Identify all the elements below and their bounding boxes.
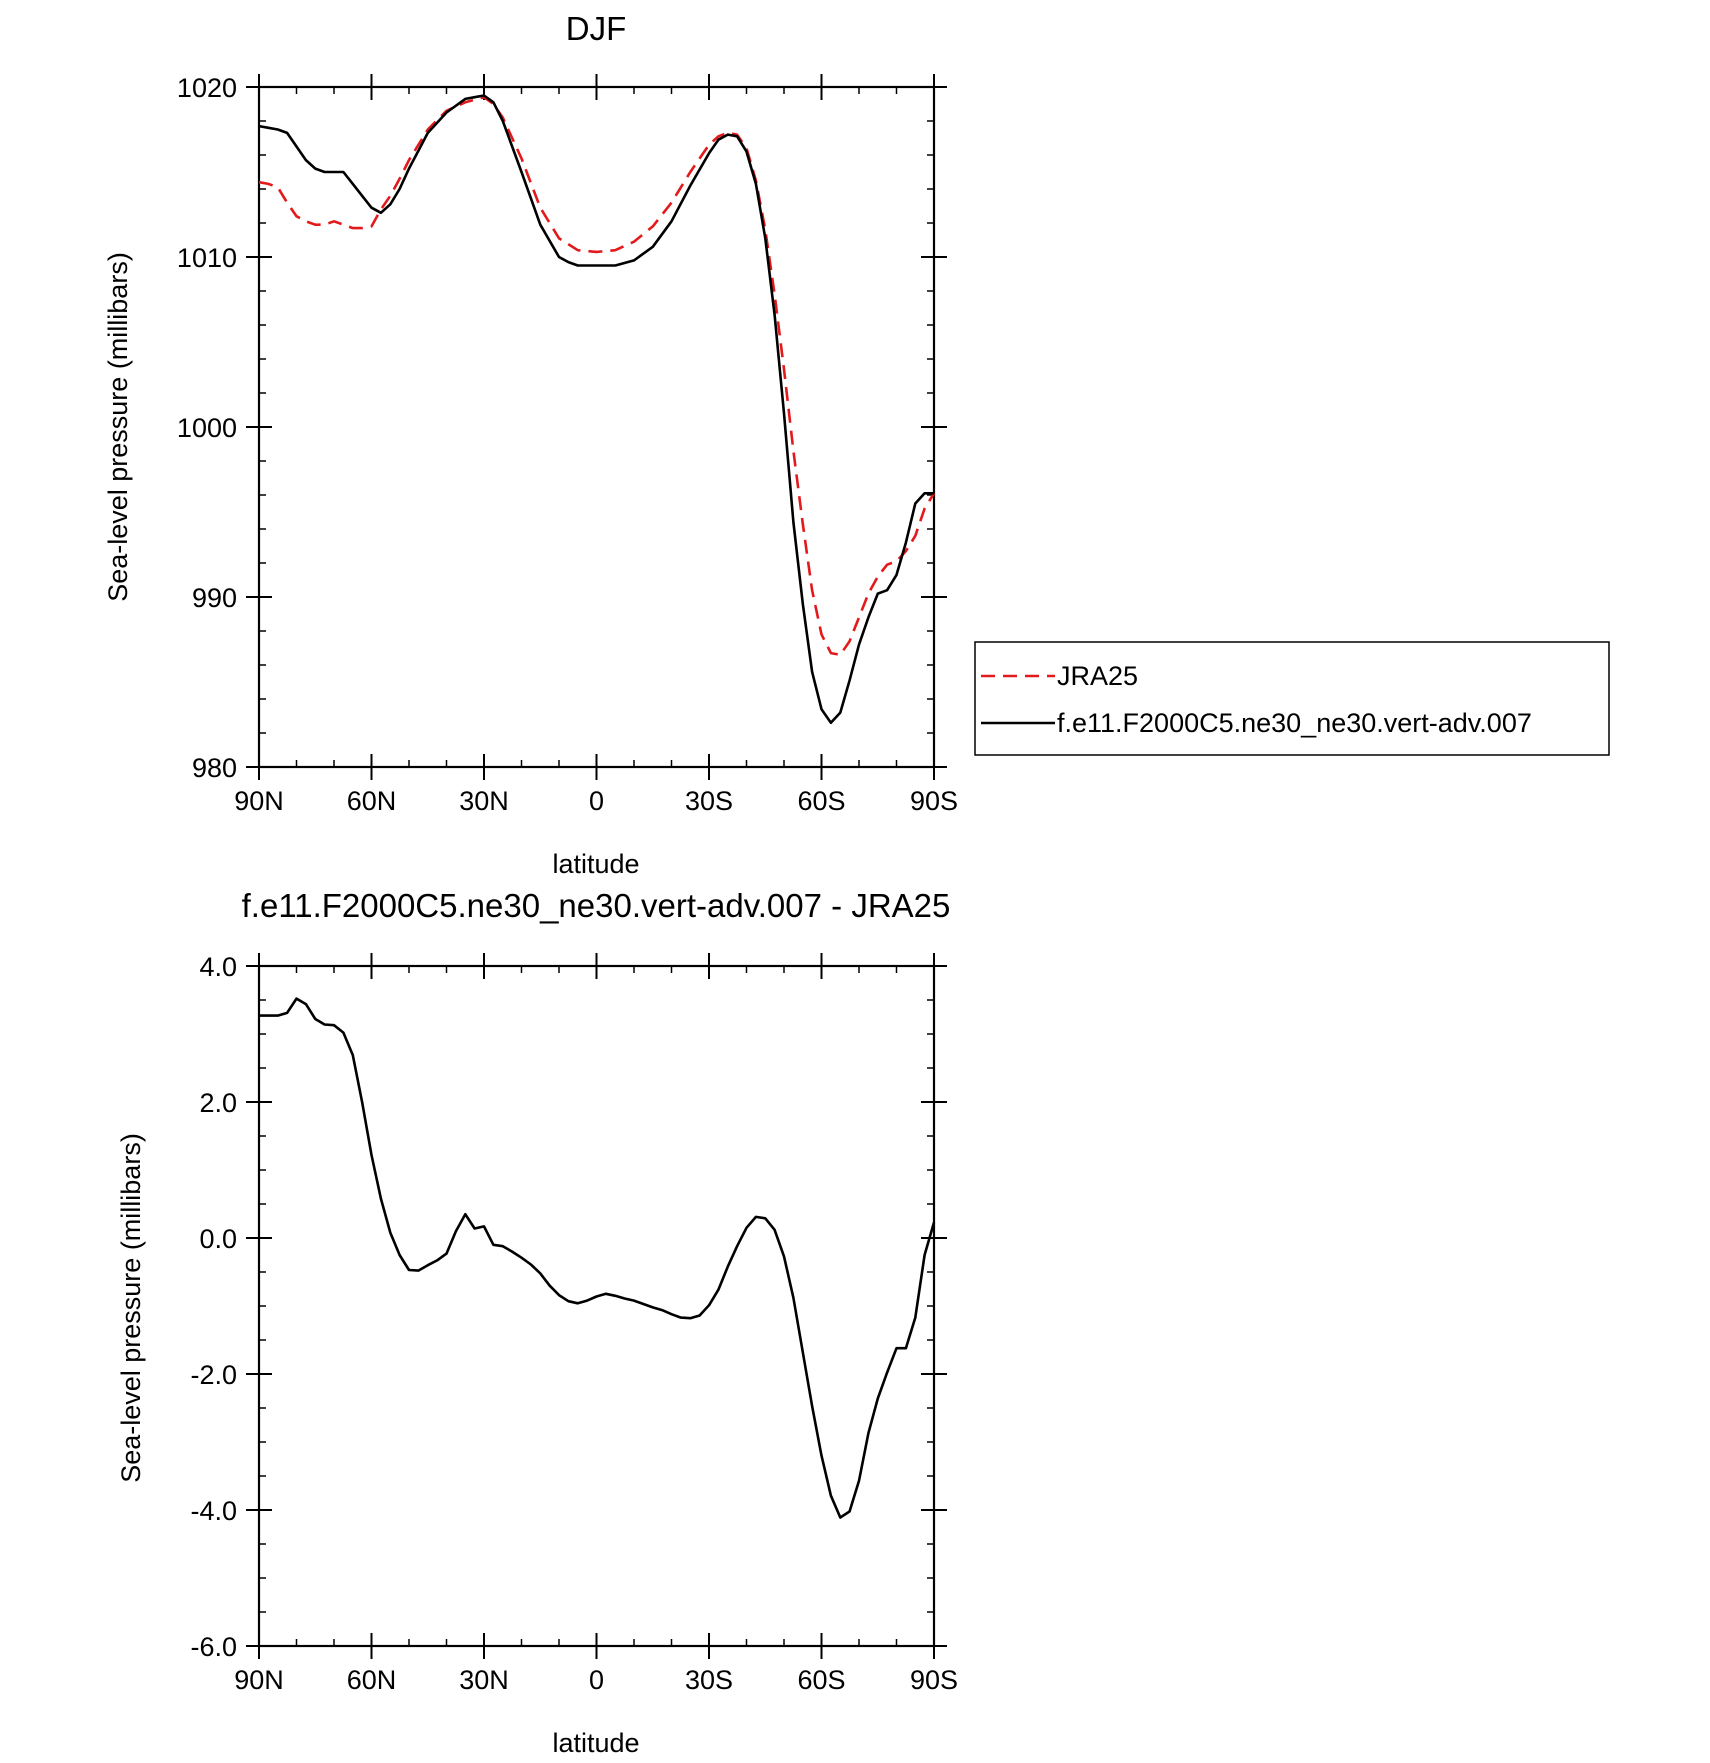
- legend-box: [974, 641, 1610, 756]
- tick-labels-top: 90N 60N 30N 0 30S 60S 90S 1020 1010 1000 990 980: [177, 73, 958, 816]
- x-tick-label: 0: [589, 1665, 604, 1695]
- x-tick-label: 90N: [234, 1665, 284, 1695]
- series-lines-bottom: [259, 997, 936, 1519]
- x-tick-label: 30N: [459, 786, 509, 816]
- plot-frame-top: [257, 85, 936, 769]
- y-axis-label-top: Sea-level pressure (millibars): [103, 252, 133, 602]
- legend: JRA25 f.e11.F2000C5.ne30_ne30.vert-adv.0…: [974, 641, 1610, 756]
- x-tick-label: 60S: [797, 1665, 845, 1695]
- chart-title-top: DJF: [566, 10, 627, 47]
- x-axis-label-bottom: latitude: [552, 1728, 639, 1758]
- panel-bottom: f.e11.F2000C5.ne30_ne30.vert-adv.007 - J…: [116, 887, 958, 1758]
- tick-labels-bottom: 90N 60N 30N 0 30S 60S 90S 4.0 2.0 0.0 -2.0 -4.0 -6.0: [190, 952, 958, 1695]
- series-lines-top: [258, 94, 936, 725]
- y-tick-label: 0.0: [199, 1224, 237, 1254]
- chart-title-bottom: f.e11.F2000C5.ne30_ne30.vert-adv.007 - J…: [242, 887, 951, 924]
- x-axis-label-top: latitude: [552, 849, 639, 879]
- y-tick-label: -6.0: [190, 1632, 237, 1662]
- x-tick-label: 30S: [685, 786, 733, 816]
- x-tick-label: 90N: [234, 786, 284, 816]
- legend-label-model: f.e11.F2000C5.ne30_ne30.vert-adv.007: [1057, 708, 1532, 738]
- y-tick-label: 990: [192, 583, 237, 613]
- x-tick-label: 90S: [910, 1665, 958, 1695]
- x-tick-label: 60N: [347, 786, 397, 816]
- axis-ticks-bottom: [246, 953, 947, 1659]
- series-line-top-1: [258, 94, 934, 725]
- series-line-top-0: [258, 95, 936, 657]
- y-tick-label: 1020: [177, 73, 237, 103]
- panel-top: DJF Sea-level pressure (millibars) latit…: [103, 10, 958, 879]
- y-tick-label: -4.0: [190, 1496, 237, 1526]
- x-tick-label: 60S: [797, 786, 845, 816]
- axis-ticks-top: [246, 74, 947, 780]
- y-tick-label: 980: [192, 753, 237, 783]
- x-tick-label: 60N: [347, 1665, 397, 1695]
- plot-frame-bottom: [257, 964, 936, 1648]
- series-line-bottom-0: [259, 997, 936, 1519]
- y-tick-label: -2.0: [190, 1360, 237, 1390]
- y-tick-label: 1000: [177, 413, 237, 443]
- x-tick-label: 30N: [459, 1665, 509, 1695]
- y-tick-label: 4.0: [199, 952, 237, 982]
- legend-label-jra25: JRA25: [1057, 661, 1138, 691]
- y-tick-label: 2.0: [199, 1088, 237, 1118]
- y-axis-label-bottom: Sea-level pressure (millibars): [116, 1133, 146, 1483]
- x-tick-label: 30S: [685, 1665, 733, 1695]
- x-tick-label: 90S: [910, 786, 958, 816]
- y-tick-label: 1010: [177, 243, 237, 273]
- x-tick-label: 0: [589, 786, 604, 816]
